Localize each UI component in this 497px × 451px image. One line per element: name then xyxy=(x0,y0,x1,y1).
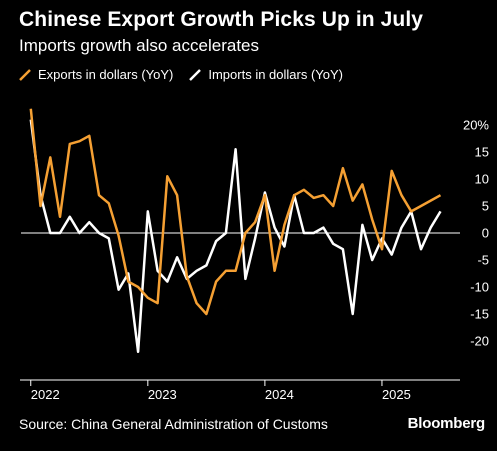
brand-logo: Bloomberg xyxy=(407,415,486,432)
series-line-imports xyxy=(29,119,442,354)
chart-axes: 20% 15 10 5 0 -5 -10 -15 -20 2022 2023 2024 2025 xyxy=(20,118,489,402)
y-tick-label: 15 xyxy=(475,145,489,160)
legend: Exports in dollars (YoY) Imports in doll… xyxy=(19,67,359,82)
source-note: Source: China General Administration of … xyxy=(19,416,328,432)
y-tick-label: 5 xyxy=(482,199,489,214)
legend-item-exports: Exports in dollars (YoY) xyxy=(19,67,173,82)
y-tick-label: -20 xyxy=(470,334,489,349)
chart-lines xyxy=(29,108,442,354)
legend-label-exports: Exports in dollars (YoY) xyxy=(38,67,174,82)
series-line-exports xyxy=(29,108,442,316)
chart-title: Chinese Export Growth Picks Up in July xyxy=(19,8,424,31)
y-tick-label: 0 xyxy=(482,226,489,241)
legend-item-imports: Imports in dollars (YoY) xyxy=(189,67,343,82)
legend-swatch-imports xyxy=(189,68,202,81)
x-tick-label: 2022 xyxy=(31,387,60,402)
y-tick-label: -15 xyxy=(470,307,489,322)
y-tick-label: -5 xyxy=(477,253,489,268)
y-tick-label: -10 xyxy=(470,280,489,295)
x-tick-label: 2025 xyxy=(382,387,411,402)
chart-subtitle: Imports growth also accelerates xyxy=(19,36,259,55)
legend-label-imports: Imports in dollars (YoY) xyxy=(208,67,343,82)
legend-swatch-exports xyxy=(19,68,31,81)
y-tick-label: 10 xyxy=(475,172,489,187)
x-tick-label: 2024 xyxy=(265,387,294,402)
x-tick-label: 2023 xyxy=(148,387,177,402)
y-tick-label: 20% xyxy=(463,118,489,133)
